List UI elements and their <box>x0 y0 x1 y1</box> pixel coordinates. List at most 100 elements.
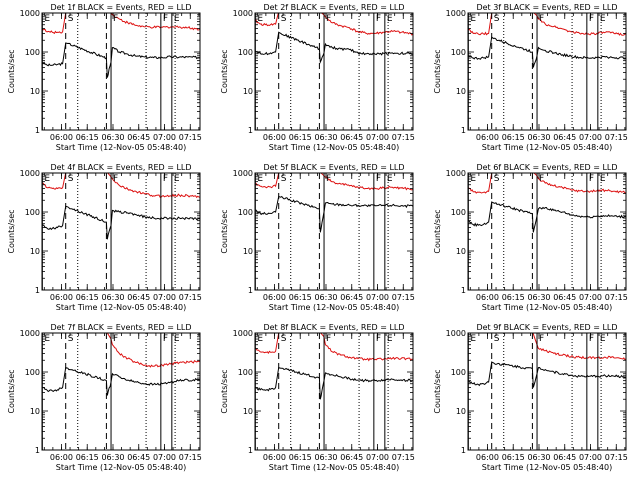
plot-frame <box>254 172 414 291</box>
time-marker-label: E <box>470 334 476 344</box>
lld-series-line <box>255 333 413 362</box>
events-series-line <box>468 201 626 233</box>
x-axis-label: Start Time (12-Nov-05 05:48:40) <box>56 303 186 312</box>
events-series-line <box>42 42 200 78</box>
x-tick-label: 06:45 <box>340 133 363 142</box>
y-tick-label: 100 <box>25 48 40 57</box>
time-marker-label: E <box>470 14 476 24</box>
y-tick-label: 1 <box>248 286 253 295</box>
lld-series-line <box>255 173 413 191</box>
time-marker-label: F <box>376 334 381 344</box>
y-tick-label: 1 <box>461 446 466 455</box>
y-tick-label: 10 <box>243 247 253 256</box>
time-marker-label: S <box>494 14 500 24</box>
y-tick-label: 10 <box>30 407 40 416</box>
y-axis-label: Counts/sec <box>220 369 229 413</box>
y-tick-label: 1 <box>35 286 40 295</box>
x-tick-label: 06:15 <box>76 133 99 142</box>
x-tick-label: 07:15 <box>179 293 202 302</box>
y-tick-label: 100 <box>451 368 466 377</box>
x-tick-label: 07:15 <box>179 453 202 462</box>
events-series-line <box>42 205 200 240</box>
time-marker-label: E <box>174 174 180 184</box>
plot-frame <box>467 332 627 451</box>
time-marker-label: F <box>326 334 331 344</box>
panel-title: Det 3f BLACK = Events, RED = LLD <box>476 3 617 12</box>
time-marker-label: S <box>494 334 500 344</box>
x-tick-label: 06:45 <box>127 453 150 462</box>
time-marker-label: S <box>494 174 500 184</box>
x-tick-label: 06:30 <box>527 453 550 462</box>
y-tick-label: 100 <box>451 208 466 217</box>
y-tick-label: 1 <box>461 286 466 295</box>
time-marker-label: F <box>539 14 544 24</box>
x-tick-label: 06:00 <box>50 453 73 462</box>
time-marker-label: E <box>387 334 393 344</box>
y-tick-label: 1 <box>248 126 253 135</box>
time-marker-label: F <box>539 174 544 184</box>
time-marker-label: F <box>163 174 168 184</box>
time-marker-label: F <box>539 334 544 344</box>
x-axis-label: Start Time (12-Nov-05 05:48:40) <box>56 143 186 152</box>
x-tick-label: 06:00 <box>50 293 73 302</box>
time-marker-label: S <box>68 334 74 344</box>
x-tick-label: 06:00 <box>263 293 286 302</box>
x-tick-label: 07:15 <box>605 133 628 142</box>
plot-frame <box>254 332 414 451</box>
x-tick-label: 06:30 <box>314 293 337 302</box>
events-series-line <box>255 195 413 233</box>
y-tick-label: 100 <box>238 208 253 217</box>
x-tick-label: 06:30 <box>527 293 550 302</box>
x-tick-label: 06:15 <box>289 133 312 142</box>
x-tick-label: 06:45 <box>340 453 363 462</box>
x-axis-label: Start Time (12-Nov-05 05:48:40) <box>482 303 612 312</box>
y-tick-label: 100 <box>451 48 466 57</box>
y-tick-label: 100 <box>25 368 40 377</box>
x-tick-label: 06:30 <box>314 453 337 462</box>
y-tick-label: 1000 <box>20 329 40 338</box>
plot-frame <box>41 332 201 451</box>
y-tick-label: 1 <box>248 446 253 455</box>
x-tick-label: 06:00 <box>263 453 286 462</box>
time-marker-label: E <box>600 14 606 24</box>
y-tick-label: 10 <box>30 87 40 96</box>
x-tick-label: 07:15 <box>392 293 415 302</box>
x-tick-label: 06:00 <box>476 133 499 142</box>
y-axis-label: Counts/sec <box>433 209 442 253</box>
x-axis-label: Start Time (12-Nov-05 05:48:40) <box>269 303 399 312</box>
x-tick-label: 07:00 <box>366 293 389 302</box>
x-tick-label: 06:15 <box>76 293 99 302</box>
lld-series-line <box>42 173 200 199</box>
lld-series-line <box>468 13 626 36</box>
x-tick-label: 06:00 <box>263 133 286 142</box>
events-series-line <box>468 361 626 388</box>
plot-frame <box>467 12 627 131</box>
lld-series-line <box>468 173 626 195</box>
time-marker-label: F <box>113 334 118 344</box>
time-marker-label: F <box>113 14 118 24</box>
y-tick-label: 1000 <box>20 9 40 18</box>
y-tick-label: 10 <box>456 87 466 96</box>
x-tick-label: 06:30 <box>101 453 124 462</box>
events-series-line <box>468 36 626 68</box>
time-marker-label: E <box>44 14 50 24</box>
y-tick-label: 10 <box>30 247 40 256</box>
y-tick-label: 10 <box>456 407 466 416</box>
panel-title: Det 5f BLACK = Events, RED = LLD <box>263 163 404 172</box>
time-marker-label: F <box>163 334 168 344</box>
panel-title: Det 6f BLACK = Events, RED = LLD <box>476 163 617 172</box>
y-axis-label: Counts/sec <box>220 49 229 93</box>
time-marker-label: E <box>470 174 476 184</box>
time-marker-label: F <box>326 174 331 184</box>
x-tick-label: 06:45 <box>127 133 150 142</box>
panel-title: Det 1f BLACK = Events, RED = LLD <box>50 3 191 12</box>
y-axis-label: Counts/sec <box>220 209 229 253</box>
time-marker-label: S <box>281 14 287 24</box>
x-tick-label: 07:15 <box>605 293 628 302</box>
time-marker-label: E <box>174 14 180 24</box>
x-tick-label: 06:45 <box>127 293 150 302</box>
